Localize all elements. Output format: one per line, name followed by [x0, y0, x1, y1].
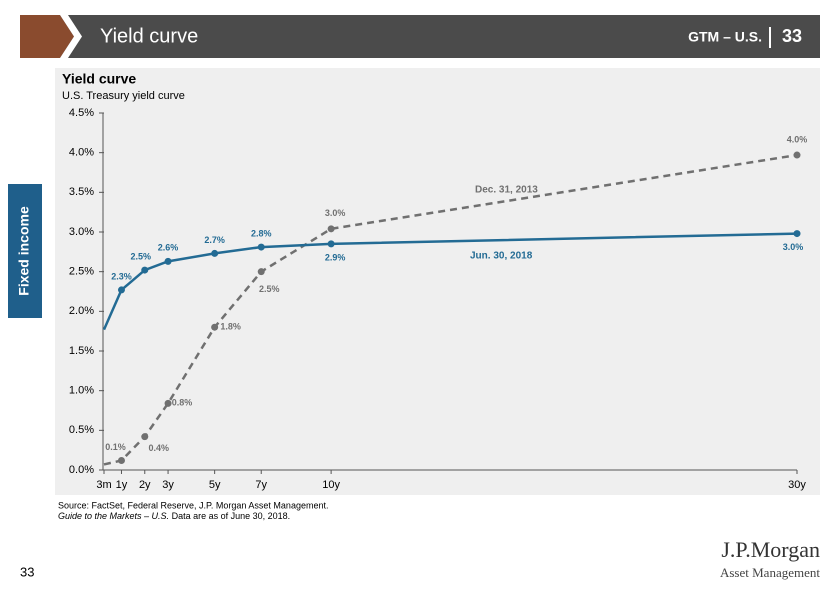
data-point: [141, 266, 149, 274]
data-note: Guide to the Markets – U.S. Data are as …: [58, 511, 290, 521]
data-label: 2.5%: [259, 284, 280, 294]
x-tick-label: 10y: [322, 479, 340, 491]
y-tick-label: 4.0%: [69, 147, 94, 159]
data-point: [257, 268, 265, 276]
data-label: 2.8%: [251, 228, 272, 238]
data-point: [117, 456, 125, 464]
data-label: 2.7%: [204, 235, 225, 245]
side-tab: [8, 184, 42, 318]
chart-panel: [55, 68, 820, 495]
data-point: [164, 257, 172, 265]
y-tick-label: 0.5%: [69, 424, 94, 436]
y-tick-label: 2.5%: [69, 266, 94, 278]
series-line: [103, 153, 798, 466]
x-tick-label: 1y: [116, 479, 128, 491]
data-label: 2.5%: [131, 251, 152, 261]
x-tick-label: 3m: [96, 479, 111, 491]
source-note: Source: FactSet, Federal Reserve, J.P. M…: [58, 500, 328, 510]
data-label: 2.3%: [111, 271, 132, 281]
data-label: 3.0%: [783, 242, 804, 252]
y-tick-label: 4.5%: [69, 107, 94, 119]
data-point: [164, 399, 172, 407]
x-tick-label: 3y: [162, 479, 174, 491]
y-tick-label: 1.5%: [69, 345, 94, 357]
series-label: Jun. 30, 2018: [470, 251, 533, 262]
data-label: 1.8%: [220, 322, 241, 332]
data-point: [793, 151, 801, 159]
y-tick-label: 3.0%: [69, 226, 94, 238]
x-tick-label: 7y: [255, 479, 267, 491]
data-note-text: Data are as of June 30, 2018.: [169, 511, 290, 521]
header-page: 33: [782, 26, 802, 46]
data-point: [117, 286, 125, 294]
y-tick-label: 1.0%: [69, 385, 94, 397]
data-label: 2.6%: [158, 243, 179, 253]
series-line: [102, 232, 798, 331]
x-tick-label: 2y: [139, 479, 151, 491]
y-tick-label: 3.5%: [69, 186, 94, 198]
data-label: 3.0%: [325, 208, 346, 218]
data-point: [327, 240, 335, 248]
chart-subtitle: U.S. Treasury yield curve: [62, 90, 185, 102]
header-title: Yield curve: [100, 25, 198, 47]
header-tag: GTM – U.S.: [688, 29, 762, 45]
data-label: 4.0%: [787, 134, 808, 144]
logo-sub: Asset Management: [720, 565, 820, 580]
data-point: [327, 225, 335, 233]
data-point: [257, 243, 265, 251]
series-label: Dec. 31, 2013: [475, 185, 538, 196]
data-point: [793, 230, 801, 238]
data-label: 0.8%: [172, 398, 193, 408]
logo: J.P.Morgan: [721, 537, 820, 562]
data-point: [211, 323, 219, 331]
side-tab-label: Fixed income: [16, 206, 32, 296]
x-tick-label: 30y: [788, 479, 806, 491]
y-tick-label: 0.0%: [69, 464, 94, 476]
data-label: 0.4%: [149, 443, 170, 453]
y-tick-label: 2.0%: [69, 305, 94, 317]
chart-title: Yield curve: [62, 71, 136, 87]
data-label: 2.9%: [325, 252, 346, 262]
data-point: [141, 433, 149, 441]
page-number: 33: [20, 564, 34, 579]
header-chevron: [60, 15, 82, 58]
data-note-italic: Guide to the Markets – U.S.: [58, 511, 169, 521]
data-point: [211, 249, 219, 257]
x-tick-label: 5y: [209, 479, 221, 491]
header-bar: [20, 15, 820, 58]
header-accent: [20, 15, 74, 58]
data-label: 0.1%: [105, 442, 126, 452]
